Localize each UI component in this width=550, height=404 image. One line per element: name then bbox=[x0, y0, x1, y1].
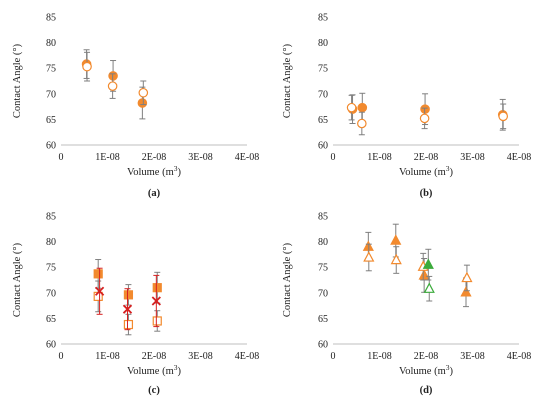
x-tick-label: 1E-08 bbox=[367, 152, 391, 163]
y-tick-label: 60 bbox=[46, 340, 56, 351]
data-point bbox=[82, 61, 92, 72]
y-tick-label: 65 bbox=[46, 115, 56, 126]
series-3 bbox=[422, 248, 434, 281]
panel-label: (b) bbox=[420, 188, 433, 199]
chart-panel-1: 0 1E-08 2E-08 3E-08 4E-08 60 65 70 75 80 85 Volume … bbox=[12, 13, 259, 200]
x-tick-label: 0 bbox=[331, 351, 336, 362]
y-tick-label: 70 bbox=[318, 89, 328, 100]
x-tick-label: 3E-08 bbox=[188, 152, 212, 163]
data-point bbox=[363, 251, 375, 262]
y-tick-label: 85 bbox=[318, 212, 328, 223]
series-1 bbox=[362, 223, 472, 308]
x-tick-label: 1E-08 bbox=[95, 152, 119, 163]
y-tick-label: 75 bbox=[318, 263, 328, 274]
series-1 bbox=[347, 92, 508, 131]
x-tick-label: 4E-08 bbox=[507, 351, 531, 362]
data-point bbox=[498, 111, 508, 122]
y-axis-title: Contact Angle (°) bbox=[12, 43, 23, 118]
data-point bbox=[390, 234, 402, 245]
series-2 bbox=[82, 51, 149, 106]
data-point bbox=[138, 87, 149, 98]
x-tick-label: 3E-08 bbox=[460, 351, 484, 362]
data-point bbox=[422, 258, 434, 269]
series-2 bbox=[346, 94, 508, 136]
x-tick-label: 2E-08 bbox=[414, 351, 438, 362]
data-point bbox=[137, 98, 148, 108]
x-tick-label: 1E-08 bbox=[95, 351, 119, 362]
data-point bbox=[390, 253, 402, 265]
x-tick-label: 0 bbox=[59, 152, 64, 163]
x-mark-stroke bbox=[151, 296, 161, 306]
data-point bbox=[123, 319, 134, 330]
y-axis-title: Contact Angle (°) bbox=[282, 43, 293, 118]
x-mark-stroke bbox=[122, 304, 133, 314]
x-tick-label: 0 bbox=[331, 152, 336, 163]
y-tick-label: 60 bbox=[318, 141, 328, 152]
data-point bbox=[460, 286, 472, 297]
x-tick-label: 3E-08 bbox=[460, 152, 484, 163]
data-point bbox=[152, 283, 162, 293]
data-point bbox=[93, 269, 103, 279]
y-tick-label: 65 bbox=[318, 314, 328, 325]
x-tick-label: 4E-08 bbox=[507, 152, 531, 163]
panel-label: (a) bbox=[148, 188, 161, 199]
data-point bbox=[151, 296, 161, 306]
x-axis-title: Volume (m3) bbox=[127, 164, 182, 178]
y-tick-label: 65 bbox=[318, 115, 328, 126]
panel-label: (d) bbox=[420, 385, 433, 396]
series-2 bbox=[363, 243, 473, 292]
data-point bbox=[357, 118, 367, 129]
data-point bbox=[107, 81, 118, 91]
data-point bbox=[423, 282, 435, 293]
panel-label: (c) bbox=[148, 385, 160, 396]
chart-panel-2: 0 1E-08 2E-08 3E-08 4E-08 60 65 70 75 80 85 Volume … bbox=[282, 13, 531, 200]
y-tick-label: 70 bbox=[318, 288, 328, 299]
x-axis-title: Volume (m3) bbox=[399, 164, 454, 178]
data-point bbox=[461, 271, 473, 283]
x-tick-label: 1E-08 bbox=[367, 351, 391, 362]
y-axis-title: Contact Angle (°) bbox=[282, 242, 293, 317]
x-tick-label: 4E-08 bbox=[235, 351, 259, 362]
data-point bbox=[419, 113, 430, 124]
chart-panel-3: 0 1E-08 2E-08 3E-08 4E-08 60 65 70 75 80 85 Volume … bbox=[12, 212, 259, 397]
y-tick-label: 60 bbox=[46, 141, 56, 152]
data-point bbox=[152, 316, 162, 326]
x-tick-label: 2E-08 bbox=[414, 152, 438, 163]
y-tick-label: 80 bbox=[46, 237, 56, 248]
y-tick-label: 65 bbox=[46, 314, 56, 325]
x-axis-title: Volume (m3) bbox=[127, 363, 182, 377]
x-mark-stroke bbox=[94, 286, 105, 296]
series-4 bbox=[423, 275, 435, 302]
data-point bbox=[123, 290, 134, 300]
y-tick-label: 75 bbox=[46, 64, 56, 75]
series-3 bbox=[94, 267, 161, 331]
y-tick-label: 75 bbox=[318, 64, 328, 75]
x-tick-label: 2E-08 bbox=[142, 152, 166, 163]
x-tick-label: 0 bbox=[59, 351, 64, 362]
data-point bbox=[94, 286, 105, 296]
x-tick-label: 3E-08 bbox=[188, 351, 212, 362]
x-tick-label: 4E-08 bbox=[235, 152, 259, 163]
y-tick-label: 70 bbox=[46, 288, 56, 299]
y-tick-label: 70 bbox=[46, 89, 56, 100]
y-tick-label: 85 bbox=[46, 13, 56, 24]
y-tick-label: 80 bbox=[318, 38, 328, 49]
y-tick-label: 80 bbox=[46, 38, 56, 49]
data-point bbox=[122, 304, 133, 314]
y-tick-label: 85 bbox=[46, 212, 56, 223]
data-point bbox=[346, 102, 357, 113]
y-tick-label: 75 bbox=[46, 263, 56, 274]
y-axis-title: Contact Angle (°) bbox=[12, 242, 23, 317]
y-tick-label: 85 bbox=[318, 13, 328, 24]
chart-panel-4: 0 1E-08 2E-08 3E-08 4E-08 60 65 70 75 80 85 Volume … bbox=[282, 212, 531, 397]
data-point bbox=[357, 102, 368, 113]
y-tick-label: 80 bbox=[318, 237, 328, 248]
y-tick-label: 60 bbox=[318, 340, 328, 351]
x-tick-label: 2E-08 bbox=[142, 351, 166, 362]
data-point bbox=[418, 269, 430, 280]
series-2 bbox=[93, 280, 162, 336]
x-axis-title: Volume (m3) bbox=[399, 363, 454, 377]
